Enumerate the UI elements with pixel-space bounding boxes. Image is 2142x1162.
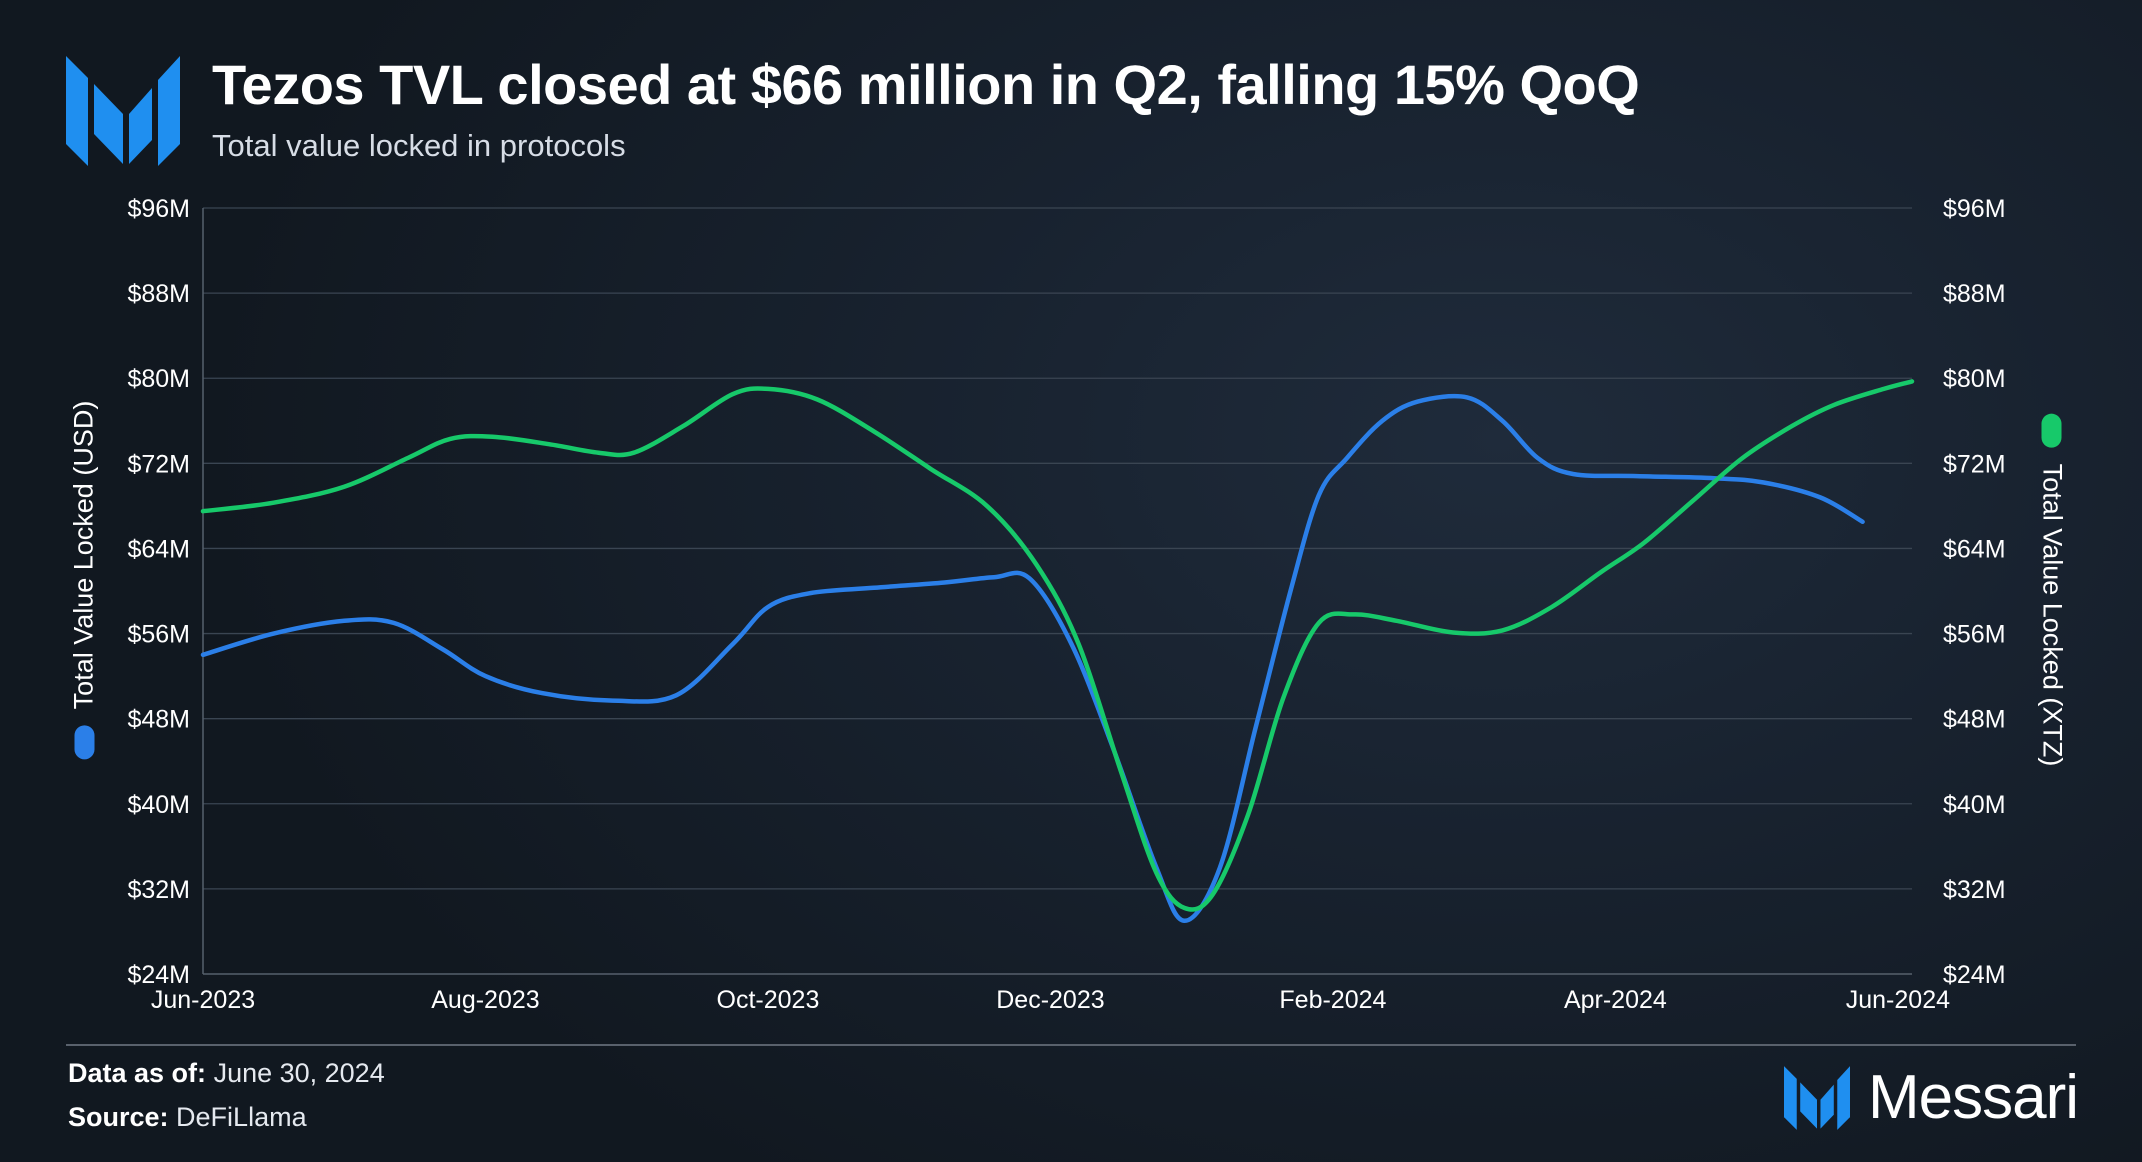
y-right-tick-label: $24M [1943,961,2006,989]
x-tick-label: Jun-2024 [1846,986,1950,1014]
x-tick-label: Aug-2023 [431,986,539,1014]
y-right-tick-label: $32M [1943,876,2006,904]
data-as-of: Data as of: June 30, 2024 [68,1058,385,1089]
y-right-tick-label: $48M [1943,706,2006,734]
brand-wordmark: Messari [1783,1062,2079,1133]
usd-legend-swatch [74,725,94,760]
x-tick-label: Apr-2024 [1564,986,1667,1014]
y-left-tick-label: $96M [127,195,190,223]
y-left-tick-label: $48M [127,706,190,734]
source-value: DeFiLlama [176,1102,307,1132]
messari-brand-icon [1783,1065,1850,1130]
y-left-tick-label: $80M [127,365,190,393]
y-left-tick-label: $40M [127,791,190,819]
chart-subtitle: Total value locked in protocols [212,128,626,163]
source: Source: DeFiLlama [68,1102,307,1133]
x-tick-label: Feb-2024 [1279,986,1386,1014]
messari-logo-icon [66,56,180,166]
y-left-tick-label: $32M [127,876,190,904]
y-right-tick-label: $40M [1943,791,2006,819]
y-right-tick-label: $96M [1943,195,2006,223]
y-right-tick-label: $56M [1943,621,2006,649]
brand-name: Messari [1867,1063,2079,1132]
x-tick-label: Oct-2023 [717,986,820,1014]
x-tick-label: Jun-2023 [151,986,255,1014]
series-line-xtz [200,379,1915,912]
y-right-tick-label: $80M [1943,365,2006,393]
y-right-tick-label: $88M [1943,280,2006,308]
y-left-tick-label: $56M [127,621,190,649]
y-left-tick-label: $24M [127,961,190,989]
series-line-usd [200,393,1865,924]
y-left-tick-label: $88M [127,280,190,308]
right-axis-label: Total Value Locked (XTZ) [2037,463,2068,767]
footer-divider [66,1044,2076,1046]
left-axis-title: Total Value Locked (USD) [69,401,100,760]
x-tick-label: Dec-2023 [996,986,1104,1014]
y-right-tick-label: $64M [1943,535,2006,563]
chart-title: Tezos TVL closed at $66 million in Q2, f… [212,53,1640,116]
left-axis-label: Total Value Locked (USD) [68,400,99,710]
right-axis-title: Total Value Locked (XTZ) [2037,413,2068,767]
data-as-of-value: June 30, 2024 [213,1058,385,1088]
y-left-tick-label: $72M [127,450,190,478]
source-label: Source: [68,1102,169,1132]
y-left-tick-label: $64M [127,535,190,563]
y-right-tick-label: $72M [1943,450,2006,478]
xtz-legend-swatch [2042,413,2062,448]
data-as-of-label: Data as of: [68,1058,207,1088]
